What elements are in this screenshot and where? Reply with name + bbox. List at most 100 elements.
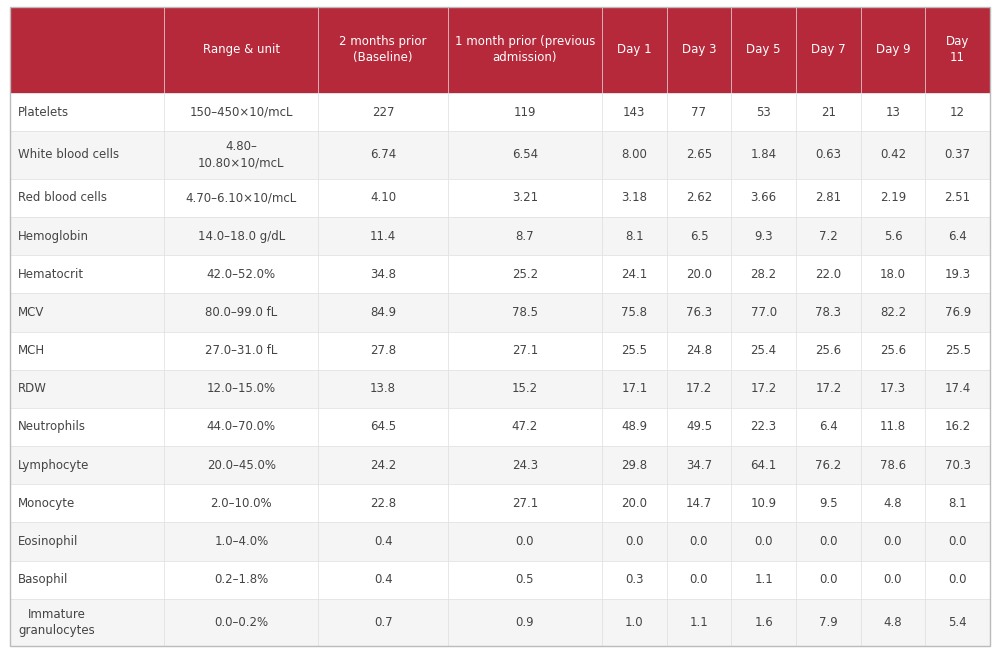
Bar [448,599,602,646]
Bar [731,522,796,560]
Text: Day 9: Day 9 [876,43,910,56]
Bar [925,446,990,485]
Text: White blood cells: White blood cells [18,148,119,161]
Text: 1 month prior (previous
admission): 1 month prior (previous admission) [455,35,595,64]
Text: 84.9: 84.9 [370,306,396,319]
Text: 20.0: 20.0 [621,497,647,510]
Bar [861,7,925,93]
Bar [667,293,731,332]
Bar [796,293,861,332]
Text: 0.0: 0.0 [690,535,708,548]
Bar [796,599,861,646]
Bar [318,255,448,293]
Bar [925,255,990,293]
Text: 0.4: 0.4 [374,573,392,586]
Text: 17.3: 17.3 [880,382,906,395]
Text: Day 5: Day 5 [746,43,781,56]
Bar [602,332,667,370]
Text: Hematocrit: Hematocrit [18,268,84,281]
Text: Red blood cells: Red blood cells [18,191,107,204]
Text: MCH: MCH [18,344,45,357]
Bar [731,255,796,293]
Text: Eosinophil: Eosinophil [18,535,78,548]
Bar [731,446,796,485]
Bar [861,217,925,255]
Bar [448,408,602,446]
Text: Monocyte: Monocyte [18,497,75,510]
Bar [925,179,990,217]
Bar [10,179,164,217]
Text: 18.0: 18.0 [880,268,906,281]
Bar [602,217,667,255]
Text: 4.10: 4.10 [370,191,396,204]
Text: 47.2: 47.2 [512,421,538,434]
Text: Platelets: Platelets [18,106,69,118]
Text: 143: 143 [623,106,646,118]
Text: 0.37: 0.37 [945,148,971,161]
Bar [318,560,448,599]
Bar [925,370,990,408]
Text: 8.1: 8.1 [948,497,967,510]
Text: 14.0–18.0 g/dL: 14.0–18.0 g/dL [198,230,285,242]
Bar [925,522,990,560]
Bar [448,293,602,332]
Text: 0.3: 0.3 [625,573,644,586]
Text: 20.0: 20.0 [686,268,712,281]
Bar [164,560,318,599]
Bar [10,522,164,560]
Bar [318,179,448,217]
Bar [796,522,861,560]
Bar [861,408,925,446]
Bar [448,93,602,131]
Text: 76.2: 76.2 [815,458,841,471]
Bar [318,332,448,370]
Bar [925,599,990,646]
Bar [861,332,925,370]
Text: 7.9: 7.9 [819,616,838,629]
Text: 1.84: 1.84 [751,148,777,161]
Text: 4.70–6.10×10/mcL: 4.70–6.10×10/mcL [186,191,297,204]
Bar [861,255,925,293]
Bar [731,599,796,646]
Bar [667,485,731,522]
Bar [925,7,990,93]
Bar [667,446,731,485]
Text: 24.2: 24.2 [370,458,396,471]
Text: 0.4: 0.4 [374,535,392,548]
Text: 82.2: 82.2 [880,306,906,319]
Bar [796,131,861,179]
Bar [602,408,667,446]
Bar [667,522,731,560]
Text: 78.6: 78.6 [880,458,906,471]
Text: 9.5: 9.5 [819,497,838,510]
Text: 2.0–10.0%: 2.0–10.0% [211,497,272,510]
Bar [448,332,602,370]
Bar [667,408,731,446]
Text: 0.0: 0.0 [884,535,902,548]
Text: 8.1: 8.1 [625,230,644,242]
Text: 25.5: 25.5 [621,344,647,357]
Text: 0.7: 0.7 [374,616,392,629]
Bar [667,599,731,646]
Bar [796,217,861,255]
Text: 64.1: 64.1 [751,458,777,471]
Text: 0.0: 0.0 [819,573,838,586]
Bar [448,7,602,93]
Bar [164,446,318,485]
Text: Day 7: Day 7 [811,43,846,56]
Bar [448,217,602,255]
Text: 0.9: 0.9 [516,616,534,629]
Bar [925,485,990,522]
Text: 6.54: 6.54 [512,148,538,161]
Bar [667,560,731,599]
Bar [796,93,861,131]
Text: 0.63: 0.63 [815,148,841,161]
Text: 25.6: 25.6 [815,344,841,357]
Bar [602,560,667,599]
Bar [10,131,164,179]
Bar [10,485,164,522]
Text: 10.9: 10.9 [751,497,777,510]
Bar [448,485,602,522]
Text: 27.1: 27.1 [512,497,538,510]
Text: 0.0: 0.0 [948,573,967,586]
